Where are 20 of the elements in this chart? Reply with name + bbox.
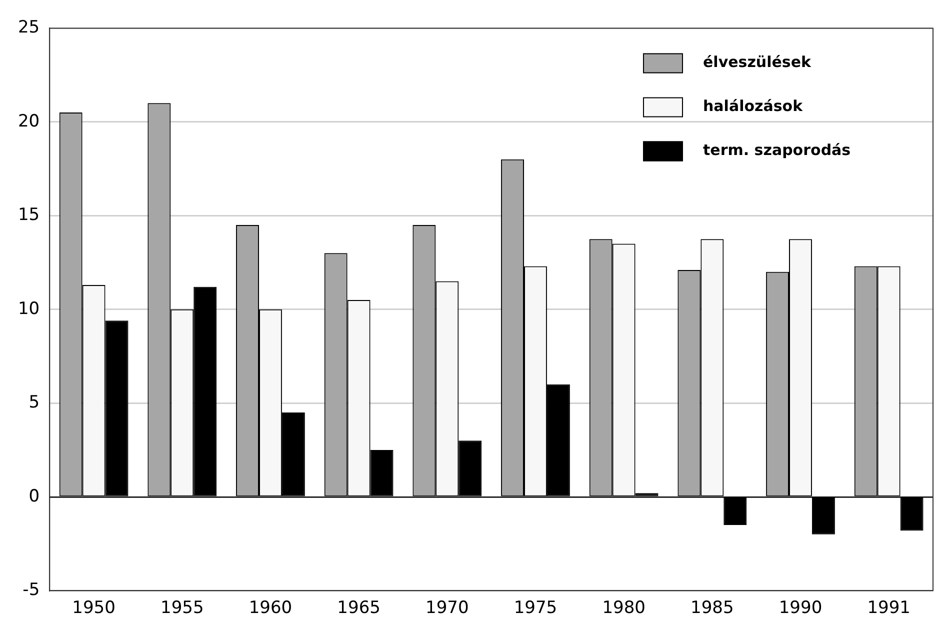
legend-label: halálozások (703, 97, 804, 116)
x-tick-label: 1955 (160, 598, 204, 618)
y-tick-label: 10 (18, 298, 40, 319)
y-tick-label: 5 (28, 392, 40, 413)
x-tick-label: 1975 (514, 598, 558, 618)
y-tick-label: -5 (22, 580, 40, 600)
legend-label: term. szaporodás (703, 141, 851, 160)
x-tick-label: 1965 (337, 598, 380, 618)
legend-label: élveszülések (703, 53, 812, 72)
y-tick-label: 20 (18, 111, 40, 132)
x-tick-label: 1950 (72, 598, 116, 618)
x-tick-label: 1991 (867, 598, 910, 618)
y-tick-label: 15 (18, 205, 40, 226)
x-tick-label: 1985 (690, 598, 734, 618)
x-tick-label: 1970 (426, 598, 469, 618)
x-tick-label: 1990 (778, 598, 822, 618)
y-tick-label: 25 (18, 18, 40, 38)
y-tick-label: 0 (28, 486, 40, 506)
x-tick-label: 1960 (248, 598, 292, 618)
x-tick-label: 1980 (602, 598, 646, 618)
